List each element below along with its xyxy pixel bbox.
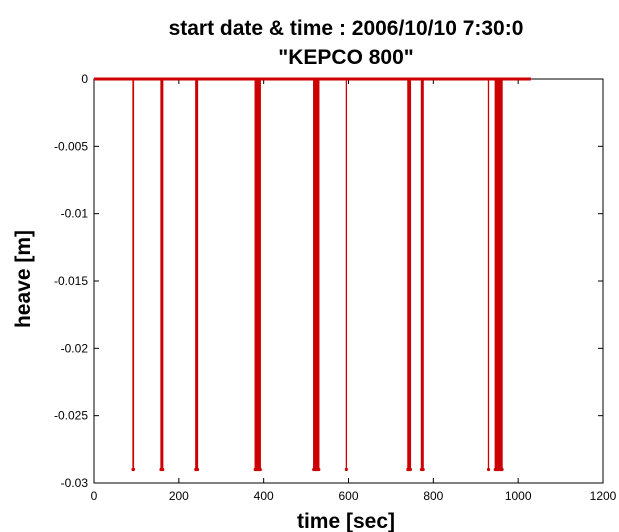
spike-point (195, 467, 200, 472)
spike-point (131, 467, 136, 472)
y-tick-label: -0.025 (54, 409, 88, 423)
y-axis-label: heave [m] (12, 230, 35, 328)
y-tick-label: -0.02 (61, 341, 89, 355)
y-axis: 0 -0.005 -0.01 -0.015 -0.02 -0.025 -0.03 (54, 72, 603, 490)
spike-point (500, 467, 504, 472)
y-tick-label: -0.01 (61, 207, 89, 221)
plot-area (93, 78, 604, 484)
spike-point (408, 467, 413, 472)
x-tick-label: 600 (338, 489, 358, 503)
series-layer (94, 77, 531, 472)
x-axis-label: time [sec] (297, 510, 395, 532)
x-tick-label: 1000 (505, 489, 532, 503)
y-tick-label: -0.03 (61, 476, 89, 490)
x-tick-label: 400 (254, 489, 274, 503)
spike-point (317, 467, 321, 472)
spike-point (161, 467, 165, 472)
x-tick-label: 800 (423, 489, 443, 503)
y-tick-label: -0.015 (54, 274, 88, 288)
x-tick-label: 1200 (590, 489, 617, 503)
spike-point (421, 467, 425, 472)
y-tick-label: -0.005 (54, 139, 88, 153)
spike-point (486, 467, 491, 472)
x-tick-label: 200 (169, 489, 189, 503)
chart-subtitle: "KEPCO 800" (278, 46, 413, 69)
spike-point (258, 467, 262, 472)
spike-point (344, 467, 348, 472)
chart-title: start date & time : 2006/10/10 7:30:0 (169, 17, 524, 40)
y-tick-label: 0 (81, 72, 88, 86)
x-axis: 0 200 400 600 800 1000 1200 (91, 79, 617, 503)
x-tick-label: 0 (91, 489, 98, 503)
